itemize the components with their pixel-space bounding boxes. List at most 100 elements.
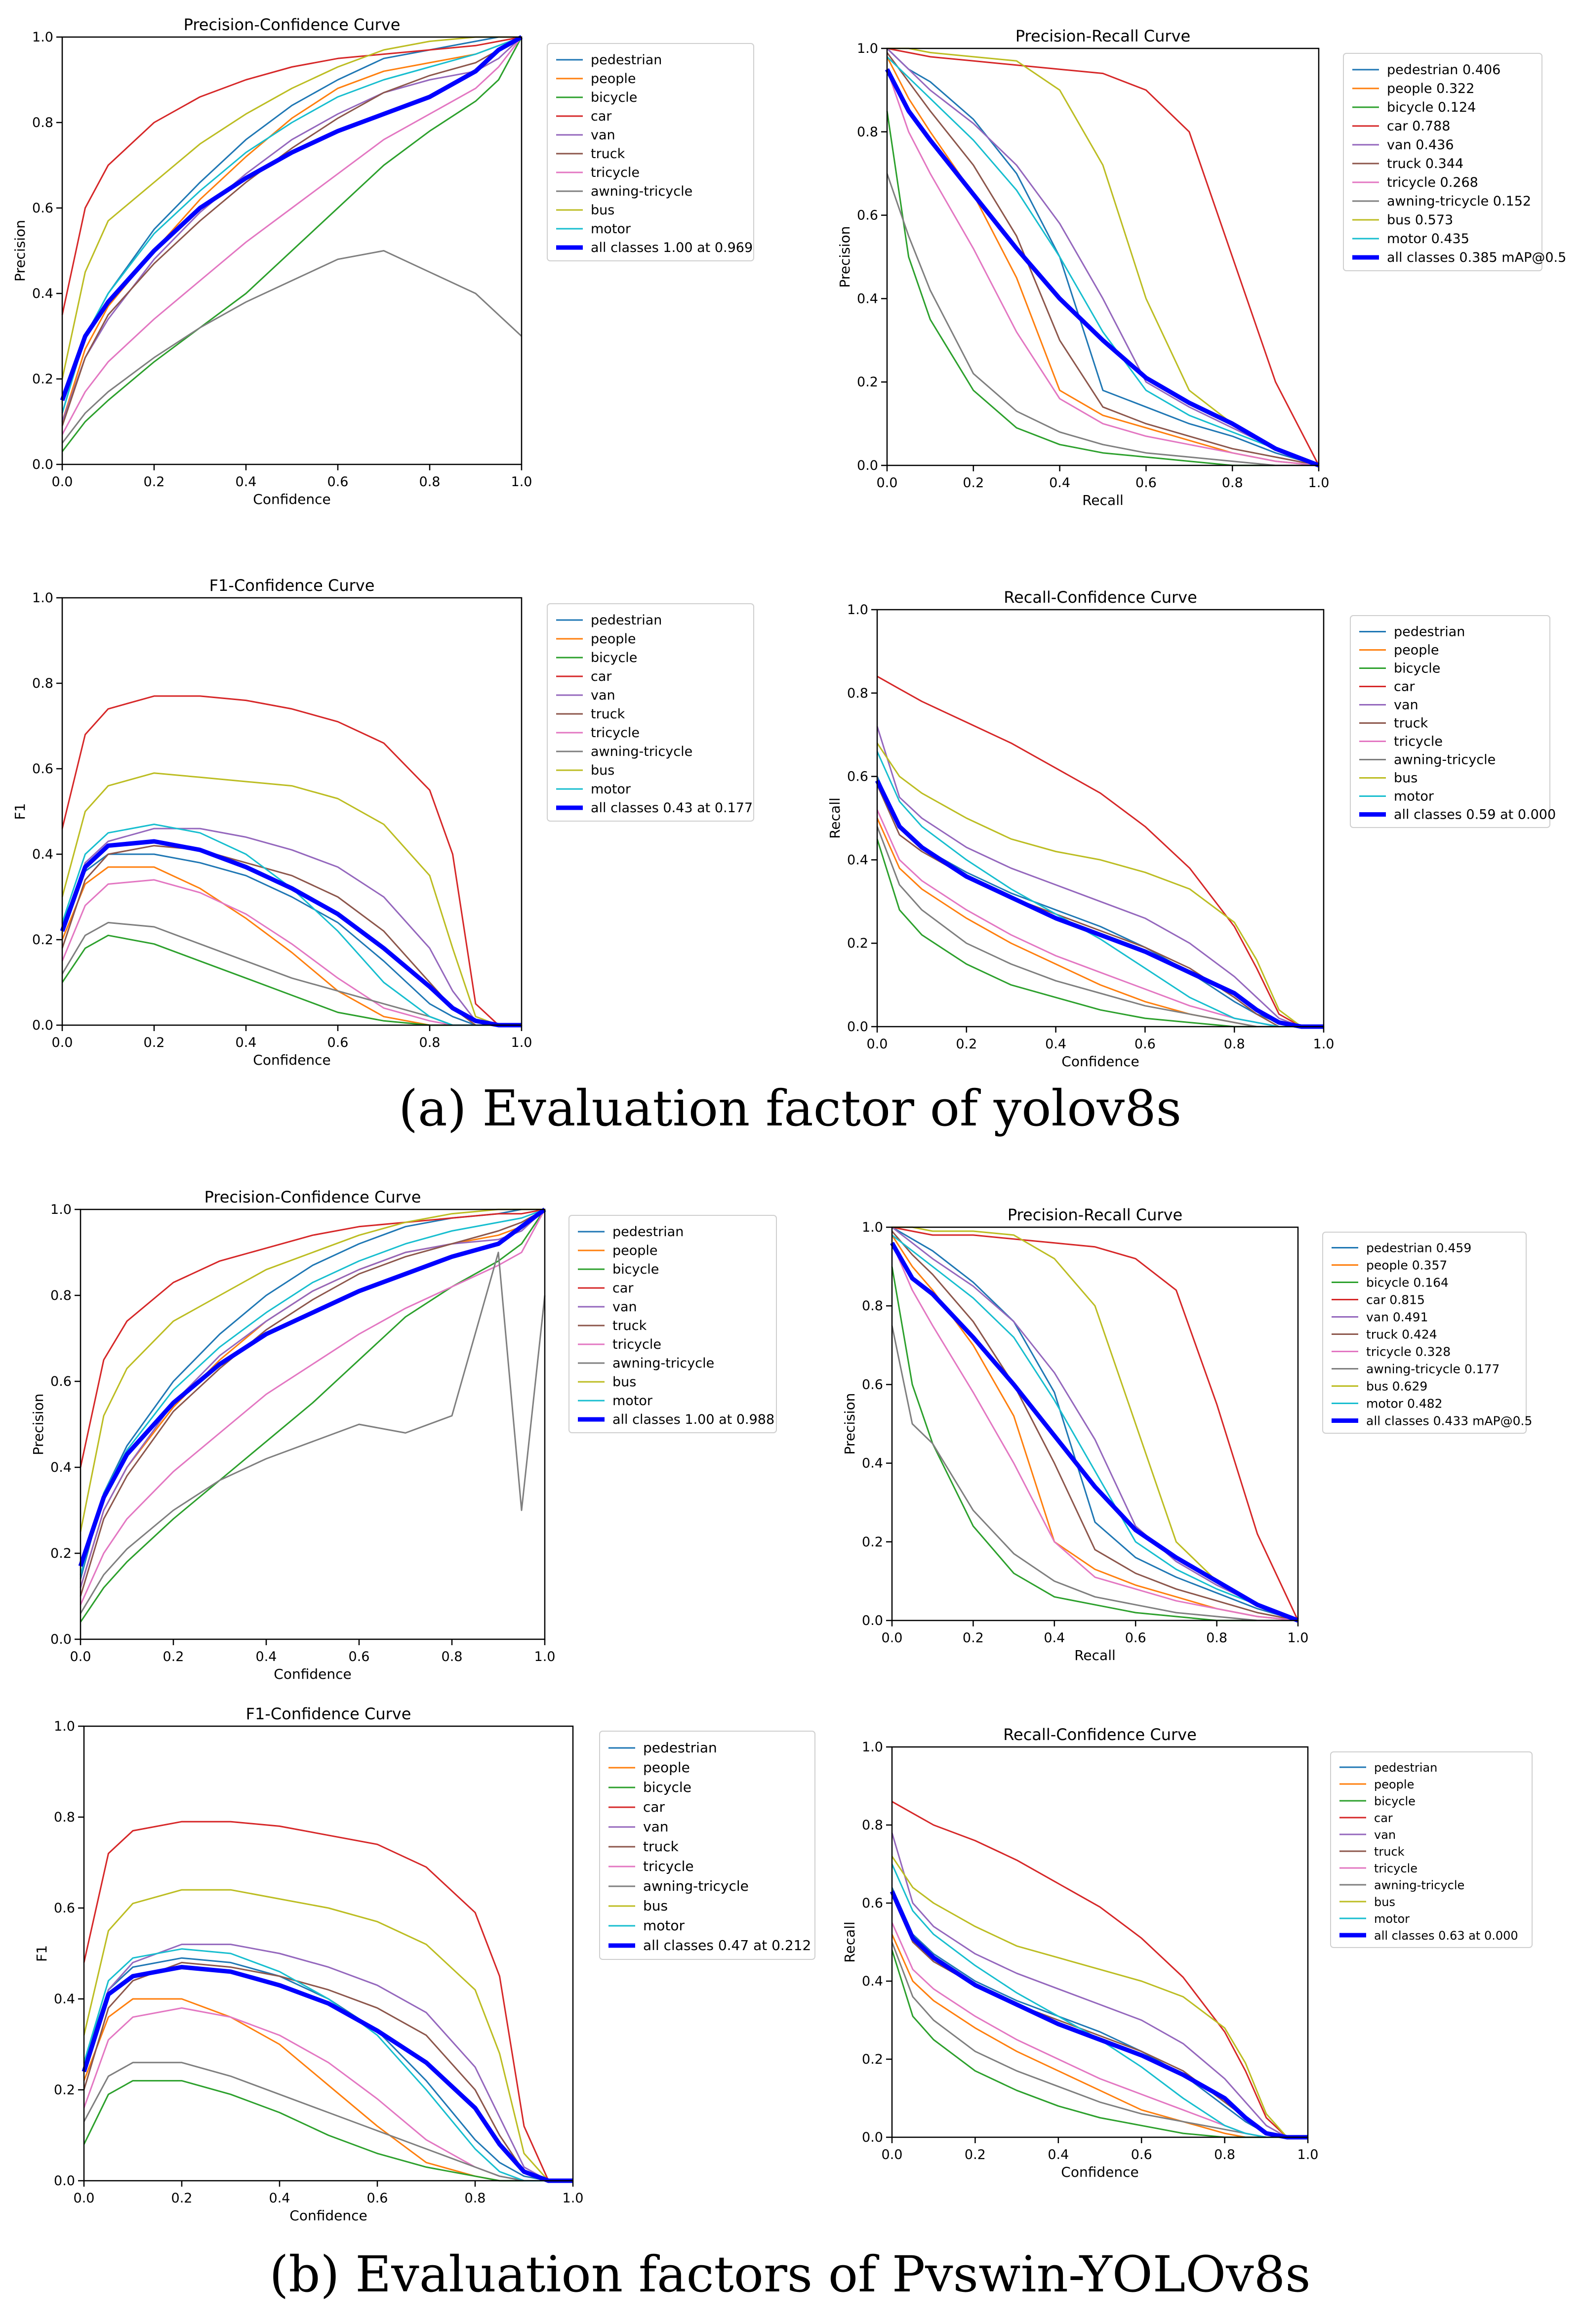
x-tick-label: 0.8 [1224, 1037, 1245, 1052]
series-line-pedestrian [886, 47, 1319, 466]
y-tick-label: 0.0 [857, 458, 878, 473]
legend-entry: tricycle [612, 1337, 661, 1352]
series-line-truck [80, 1208, 545, 1597]
y-tick-label: 0.4 [32, 847, 53, 862]
legend-entry: pedestrian 0.406 [1387, 62, 1500, 78]
series-line-truck [891, 1231, 1298, 1621]
series-line-motor [80, 1208, 545, 1575]
series-line-van [80, 1208, 546, 1588]
legend-entry: truck 0.424 [1366, 1328, 1437, 1342]
y-tick-label: 0.2 [50, 1546, 72, 1561]
series-line-truck [886, 52, 1319, 466]
series-line-bus [887, 47, 1319, 466]
y-tick-label: 0.8 [857, 124, 878, 140]
series-line-pedestrian [80, 1208, 545, 1579]
series-line-all-classes [60, 35, 523, 401]
series-line-motor [886, 56, 1319, 466]
series-line-people [61, 36, 522, 422]
plot-frame [80, 1208, 546, 1640]
series-line-bus [892, 1226, 1298, 1621]
legend-entry: car 0.788 [1387, 119, 1450, 134]
legend-entry: pedestrian 0.459 [1366, 1241, 1471, 1255]
series-line-van [61, 828, 522, 1026]
legend-entry: all classes 0.63 at 0.000 [1374, 1929, 1518, 1943]
series-line-tricycle [83, 2007, 573, 2182]
legend-entry: pedestrian [612, 1224, 684, 1240]
legend-entry: people [612, 1243, 658, 1258]
chart-title: Recall-Confidence Curve [1004, 588, 1197, 607]
series-line-bus [61, 772, 522, 1026]
legend-box [1330, 1751, 1533, 1948]
y-tick-label: 0.4 [857, 291, 878, 306]
legend-entry: motor [612, 1393, 653, 1409]
plot-frame [61, 36, 523, 465]
series-line-car [61, 695, 522, 1026]
legend-entry: tricycle [643, 1858, 694, 1874]
x-axis-label: Confidence [289, 2207, 367, 2224]
y-axis-label: F1 [12, 803, 28, 820]
x-tick-label: 0.4 [1044, 1630, 1065, 1646]
legend-entry: van 0.436 [1387, 137, 1454, 153]
legend-entry: car [1374, 1811, 1393, 1825]
chart-8: Recall-Confidence Curve 0.0 0.2 0.4 0.6 0.8 1.… [842, 1725, 1533, 2180]
legend-entry: tricycle [591, 725, 640, 741]
legend-entry: car [612, 1281, 634, 1296]
series-line-bicycle [891, 1266, 1298, 1621]
y-tick-label: 0.6 [50, 1374, 72, 1389]
caption-a: (a) Evaluation factor of yolov8s [398, 1079, 1182, 1137]
series-line-people [891, 1235, 1298, 1621]
series-line-car [891, 1801, 1308, 2138]
series-line-van [83, 1944, 573, 2182]
series-line-tricycle [886, 69, 1319, 466]
series-line-car [83, 1821, 573, 2182]
series-line-motor [61, 36, 522, 414]
legend-entry: truck [612, 1318, 647, 1333]
legend-entry: car [643, 1799, 665, 1815]
x-tick-label: 0.8 [419, 474, 441, 490]
x-tick-label: 1.0 [1288, 1630, 1309, 1646]
legend-entry: bicycle 0.164 [1366, 1276, 1449, 1290]
x-axis-label: Recall [1082, 492, 1124, 508]
x-tick-label: 0.8 [1206, 1630, 1227, 1646]
series-line-bicycle [83, 2080, 573, 2182]
x-axis-label: Confidence [1061, 1053, 1139, 1070]
x-tick-label: 1.0 [511, 1035, 532, 1050]
y-axis-label: Precision [12, 220, 28, 282]
plot-frame [61, 597, 523, 1026]
series-line-people [876, 818, 1324, 1028]
legend-entry: awning-tricycle [1374, 1878, 1464, 1892]
x-tick-label: 0.0 [52, 1035, 73, 1050]
x-tick-label: 0.2 [171, 2191, 193, 2206]
y-axis-label: Recall [827, 797, 843, 839]
legend-entry: tricycle [1374, 1862, 1418, 1875]
y-tick-label: 0.4 [50, 1460, 72, 1475]
series-line-bicycle [61, 37, 523, 452]
series-line-truck [83, 1961, 573, 2182]
y-tick-label: 0.0 [847, 1019, 868, 1035]
legend-entry: motor [591, 221, 631, 237]
chart-title: Precision-Confidence Curve [184, 15, 401, 34]
series-line-bus [891, 1856, 1308, 2138]
legend-entry: car [591, 109, 612, 124]
legend-entry: all classes 0.433 mAP@0.5 [1366, 1414, 1532, 1428]
caption-b: (b) Evaluation factors of Pvswin-YOLOv8s [269, 2245, 1311, 2303]
legend-entry: van [591, 127, 615, 143]
x-tick-label: 0.2 [956, 1037, 977, 1052]
legend-entry: tricycle 0.328 [1366, 1345, 1451, 1359]
x-tick-label: 0.6 [1131, 2147, 1152, 2162]
legend-entry: people [591, 71, 636, 86]
chart-2: Precision-Recall Curve 0.0 0.2 0.4 0.6 0.8 1.0… [837, 27, 1566, 508]
legend-entry: tricycle [591, 165, 640, 180]
series-line-truck [61, 845, 522, 1026]
x-tick-label: 0.4 [236, 1035, 257, 1050]
chart-3: F1-Confidence Curve 0.0 0.2 0.4 0.6 0.8 1.0 0.0… [12, 576, 754, 1068]
chart-6: Precision-Recall Curve 0.0 0.2 0.4 0.6 0.8 1.0… [842, 1205, 1532, 1663]
y-tick-label: 0.0 [32, 1018, 53, 1033]
legend-entry: pedestrian [1394, 624, 1465, 640]
legend-entry: pedestrian [591, 52, 662, 68]
legend-entry: van [1394, 698, 1418, 713]
legend-entry: tricycle [1394, 734, 1443, 749]
series-line-awning-tricycle [80, 1251, 546, 1614]
x-tick-label: 0.8 [419, 1035, 441, 1050]
